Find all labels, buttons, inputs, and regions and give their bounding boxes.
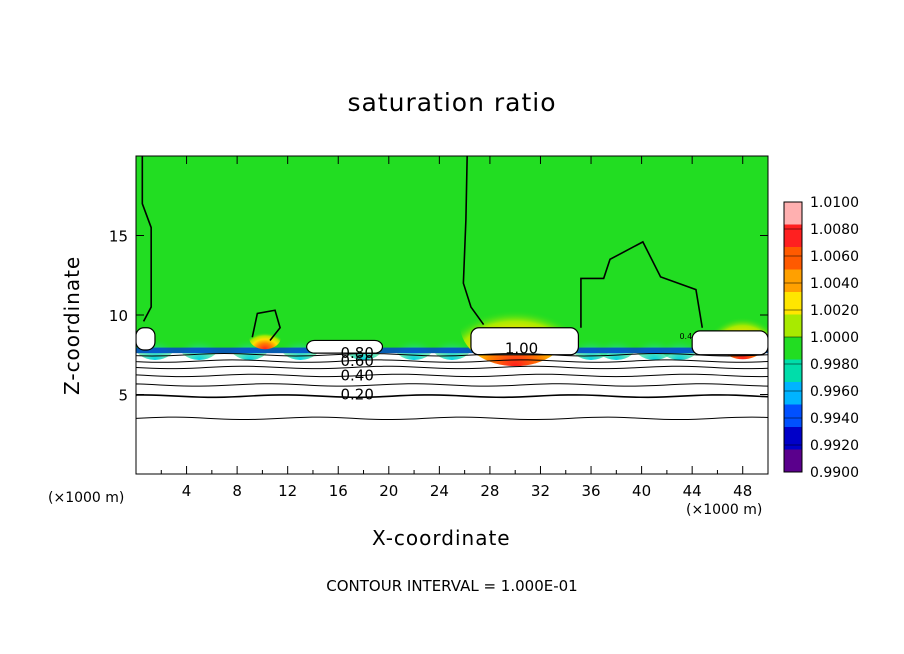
x-tick-label: 20	[379, 482, 398, 500]
contour-line	[136, 359, 768, 363]
colorbar-label: 0.9900	[810, 465, 859, 481]
colorbar-label: 0.9960	[810, 384, 859, 400]
colorbar-swatch	[784, 359, 802, 383]
contour-line-1-00	[462, 156, 485, 326]
cloud-free-region	[470, 327, 579, 356]
contour-label: 0.40	[340, 366, 373, 384]
x-tick-label: 32	[531, 482, 550, 500]
colorbar-swatch	[784, 224, 802, 248]
subsaturated-layer	[136, 353, 768, 474]
high-ratio-maximum	[248, 325, 281, 350]
x-tick-label: 28	[480, 482, 499, 500]
colorbar-swatch	[784, 449, 802, 473]
colorbar-swatch	[784, 337, 802, 360]
y-tick-label: 15	[109, 228, 128, 246]
colorbar: 1.0100 1.0080 1.0060 1.0040 1.0020 1.0000 0.99…	[783, 195, 859, 481]
colorbar-label: 0.9980	[810, 357, 859, 373]
contour-line	[136, 383, 768, 387]
contour-line	[136, 353, 768, 357]
colorbar-swatch	[784, 314, 802, 338]
x-tick-label: 44	[683, 482, 702, 500]
contour-line-1-00	[580, 240, 704, 328]
colorbar-label: 1.0060	[810, 249, 859, 265]
low-ratio-band	[136, 347, 768, 354]
x-unit-label-left: (×1000 m)	[48, 490, 125, 506]
colorbar-label: 1.0020	[810, 303, 859, 319]
contour-interval-note: CONTOUR INTERVAL = 1.000E-01	[326, 577, 578, 595]
contour-line	[136, 365, 768, 370]
contour-line-1-00	[141, 156, 152, 322]
colorbar-swatch	[784, 247, 802, 270]
colorbar-swatch	[784, 427, 802, 450]
colorbar-label: 1.0040	[810, 276, 859, 292]
cloud-free-region	[136, 327, 156, 351]
colorbar-swatch	[784, 269, 802, 293]
colorbar-label: 1.0080	[810, 222, 859, 238]
contour-line	[136, 416, 768, 421]
colorbar-swatch	[784, 292, 802, 315]
x-tick-label: 24	[430, 482, 449, 500]
contour-label: 0.80	[340, 344, 373, 362]
chart-title: saturation ratio	[347, 88, 557, 117]
x-unit-label-right: (×1000 m)	[686, 502, 763, 518]
contour-label: 0.20	[340, 386, 373, 404]
x-axis-label: X-coordinate	[372, 526, 511, 550]
colorbar-swatch	[784, 202, 802, 225]
cloud-free-region	[691, 330, 768, 356]
x-tick-label: 36	[581, 482, 600, 500]
y-tick-label: 5	[118, 387, 128, 405]
colorbar-label: 1.0000	[810, 330, 859, 346]
x-tick-label: 12	[278, 482, 297, 500]
x-tick-label: 16	[329, 482, 348, 500]
x-tick-label: 8	[232, 482, 242, 500]
supersaturated-layer	[136, 156, 768, 354]
x-tick-label: 4	[182, 482, 192, 500]
contour-line	[136, 373, 768, 378]
contour-label: 0.60	[340, 352, 373, 370]
contour-line	[136, 394, 768, 399]
colorbar-swatch	[784, 404, 802, 428]
colorbar-label: 1.0100	[810, 195, 859, 211]
colorbar-label: 0.9920	[810, 438, 859, 454]
contour-label: 0.4	[679, 332, 692, 341]
contour-label: 1.00	[505, 339, 538, 357]
contour-line-1-00	[251, 309, 281, 341]
x-tick-label: 48	[733, 482, 752, 500]
x-tick-label: 40	[632, 482, 651, 500]
field-layer: 0.20 0.400.600.80 1.00 0.4	[136, 156, 768, 474]
y-tick-label: 10	[109, 307, 128, 325]
colorbar-swatch	[784, 382, 802, 405]
cloud-free-region	[306, 339, 384, 354]
colorbar-label: 0.9940	[810, 411, 859, 427]
